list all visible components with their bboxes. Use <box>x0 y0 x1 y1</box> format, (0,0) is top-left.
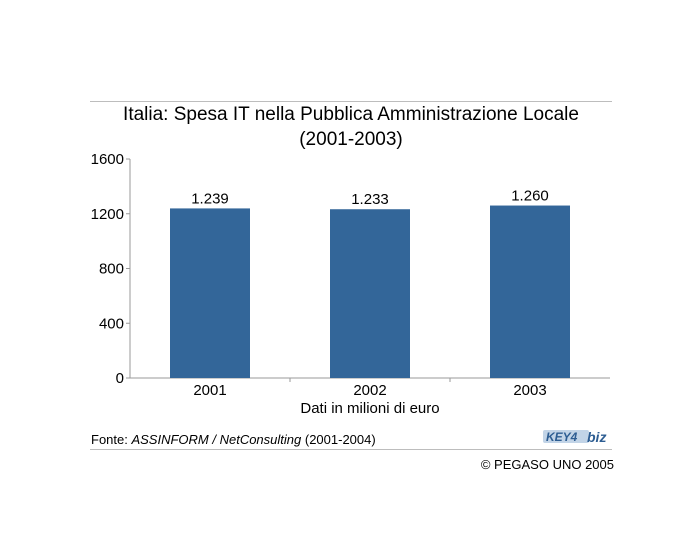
y-tick-label: 800 <box>99 261 124 278</box>
x-tick-label: 2003 <box>513 382 546 399</box>
data-label: 1.233 <box>351 191 389 208</box>
copyright: © PEGASO UNO 2005 <box>480 457 614 472</box>
chart-title: Italia: Spesa IT nella Pubblica Amminist… <box>90 102 612 152</box>
bar <box>170 208 250 378</box>
x-tick-label: 2002 <box>353 382 386 399</box>
bar <box>330 209 410 378</box>
bottom-rule <box>90 449 612 450</box>
data-label: 1.239 <box>191 190 229 207</box>
y-tick-label: 0 <box>116 370 124 387</box>
svg-text:biz: biz <box>587 429 606 445</box>
bar-chart: 0 400 800 1200 1600 1.239 2001 1.233 2002 1.260 20… <box>91 151 610 417</box>
x-tick-label: 2001 <box>193 382 226 399</box>
y-tick-label: 1600 <box>91 151 124 168</box>
source-prefix: Fonte: <box>91 432 132 447</box>
y-tick-label: 400 <box>99 315 124 332</box>
top-rule <box>90 101 612 102</box>
key4biz-logo: KEY4 biz <box>543 429 606 445</box>
source-name: ASSINFORM / NetConsulting <box>131 432 302 447</box>
title-line-1: Italia: Spesa IT nella Pubblica Amminist… <box>123 104 579 125</box>
bar <box>490 205 570 378</box>
svg-text:KEY4: KEY4 <box>546 430 578 444</box>
y-tick-label: 1200 <box>91 206 124 223</box>
source-note: Fonte: ASSINFORM / NetConsulting (2001-2… <box>91 432 376 447</box>
data-label: 1.260 <box>511 188 549 205</box>
title-line-2: (2001-2003) <box>299 129 403 150</box>
x-axis-title: Dati in milioni di euro <box>300 400 439 417</box>
source-years: (2001-2004) <box>301 432 376 447</box>
